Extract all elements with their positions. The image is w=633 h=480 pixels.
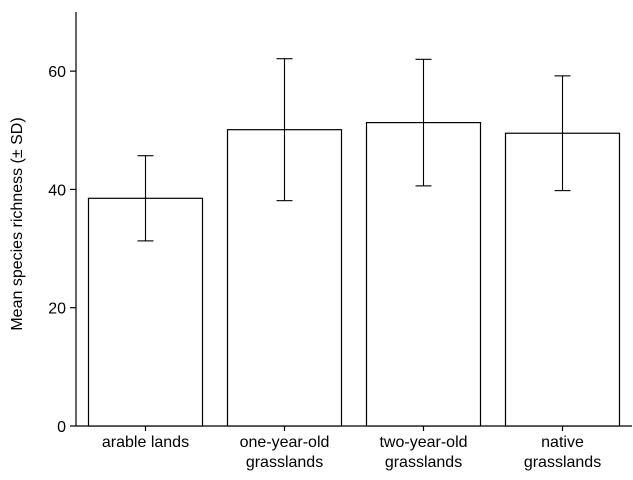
y-tick-label: 60 xyxy=(48,64,66,81)
bars xyxy=(87,121,621,427)
y-axis-label: Mean species richness (± SD) xyxy=(9,117,26,330)
error-bars xyxy=(137,58,571,242)
x-tick-label: arable lands xyxy=(102,434,189,451)
x-tick-label: one-year-old grasslands xyxy=(240,434,330,471)
x-tick-labels: arable lands one-year-old grasslandstwo-ye… xyxy=(102,426,601,471)
y-tick-label: 40 xyxy=(48,182,66,199)
x-tick-label-line: grasslands xyxy=(385,454,462,471)
x-tick-label-line: grasslands xyxy=(524,454,601,471)
x-tick-label: native grasslands xyxy=(524,434,601,471)
x-tick-label-line: native xyxy=(541,434,584,451)
y-tick-label: 0 xyxy=(57,419,66,436)
x-tick-label-line: arable lands xyxy=(102,434,189,451)
x-tick-label-line: grasslands xyxy=(246,454,323,471)
y-ticks: 0 20 40 60 xyxy=(48,64,76,436)
x-tick-label-line: two-year-old xyxy=(379,434,467,451)
x-tick-label: two-year-old grasslands xyxy=(379,434,467,471)
y-tick-label: 20 xyxy=(48,301,66,318)
x-tick-label-line: one-year-old xyxy=(240,434,330,451)
